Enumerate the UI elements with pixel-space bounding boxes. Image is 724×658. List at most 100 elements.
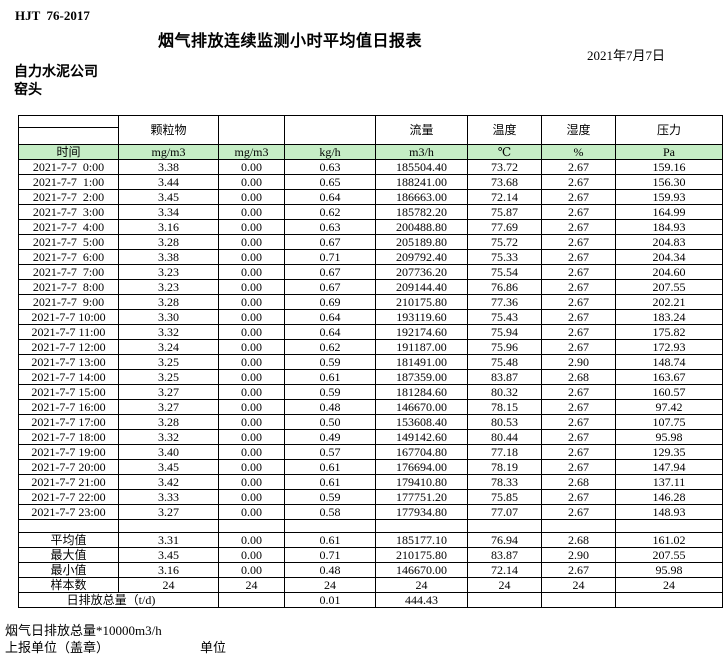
summary-row: 最小值 3.16 0.00 0.48 146670.00 72.14 2.67 95.98 [18,562,723,578]
value-cell: 156.30 [615,174,723,190]
summary-value: 0.00 [218,532,285,548]
value-cell: 209792.40 [375,249,468,265]
value-cell: 0.61 [284,474,376,490]
value-cell: 2.67 [541,249,616,265]
daily-total-empty [218,592,285,608]
value-cell: 187359.00 [375,369,468,385]
daily-total-label: 日排放总量（t/d) [18,592,219,608]
report-date: 2021年7月7日 [587,48,666,63]
group-header: 颗粒物 [118,115,219,145]
summary-value: 0.71 [284,547,376,563]
table-row: 2021-7-7 16:00 3.27 0.00 0.48 146670.00 78.15… [18,399,723,415]
value-cell: 0.00 [218,474,285,490]
time-cell: 2021-7-7 5:00 [18,234,119,250]
value-cell: 3.27 [118,384,219,400]
corner-cell-top [18,115,119,128]
value-cell: 3.40 [118,444,219,460]
table-row: 2021-7-7 17:00 3.28 0.00 0.50 153608.40 80.53… [18,414,723,430]
summary-value: 24 [284,577,376,593]
value-cell: 0.64 [284,309,376,325]
company-name: 自力水泥公司 [14,65,98,80]
value-cell: 0.67 [284,234,376,250]
value-cell: 2.67 [541,429,616,445]
value-cell: 153608.40 [375,414,468,430]
value-cell: 2.67 [541,399,616,415]
daily-total-empty [615,592,723,608]
value-cell: 149142.60 [375,429,468,445]
value-cell: 2.67 [541,159,616,175]
summary-label: 样本数 [18,577,119,593]
value-cell: 2.67 [541,264,616,280]
value-cell: 184.93 [615,219,723,235]
spacer-cell [118,519,219,533]
time-cell: 2021-7-7 12:00 [18,339,119,355]
value-cell: 2.67 [541,489,616,505]
summary-value: 3.16 [118,562,219,578]
value-cell: 185504.40 [375,159,468,175]
group-header-empty [284,115,376,145]
unit-header: m3/h [375,144,468,160]
value-cell: 77.36 [467,294,542,310]
value-cell: 192174.60 [375,324,468,340]
group-header: 流量 [375,115,468,145]
group-header: 温度 [467,115,542,145]
value-cell: 80.53 [467,414,542,430]
value-cell: 3.44 [118,174,219,190]
summary-value: 0.00 [218,547,285,563]
summary-label: 最小值 [18,562,119,578]
value-cell: 2.67 [541,414,616,430]
value-cell: 2.68 [541,369,616,385]
value-cell: 75.94 [467,324,542,340]
value-cell: 2.67 [541,309,616,325]
table-row: 2021-7-7 14:00 3.25 0.00 0.61 187359.00 83.87… [18,369,723,385]
spacer-cell [541,519,616,533]
time-cell: 2021-7-7 18:00 [18,429,119,445]
summary-value: 0.61 [284,532,376,548]
table-row: 2021-7-7 11:00 3.32 0.00 0.64 192174.60 75.94… [18,324,723,340]
value-cell: 202.21 [615,294,723,310]
value-cell: 73.68 [467,174,542,190]
summary-value: 0.00 [218,562,285,578]
value-cell: 2.67 [541,279,616,295]
spacer-cell [284,519,376,533]
summary-value: 2.68 [541,532,616,548]
summary-value: 76.94 [467,532,542,548]
value-cell: 0.00 [218,294,285,310]
value-cell: 209144.40 [375,279,468,295]
value-cell: 3.42 [118,474,219,490]
summary-row: 最大值 3.45 0.00 0.71 210175.80 83.87 2.90 207.55 [18,547,723,563]
value-cell: 146.28 [615,489,723,505]
spacer-cell [467,519,542,533]
value-cell: 0.63 [284,159,376,175]
summary-value: 24 [615,577,723,593]
value-cell: 163.67 [615,369,723,385]
time-cell: 2021-7-7 8:00 [18,279,119,295]
value-cell: 75.96 [467,339,542,355]
time-cell: 2021-7-7 23:00 [18,504,119,520]
value-cell: 3.27 [118,399,219,415]
value-cell: 0.00 [218,354,285,370]
report-table: 颗粒物 流量 温度 湿度 压力 时间 mg/m3 mg/m3 kg/h m3/h ℃% Pa 2021-… [18,115,723,608]
value-cell: 77.18 [467,444,542,460]
time-cell: 2021-7-7 1:00 [18,174,119,190]
unit-header: % [541,144,616,160]
page-title: 烟气排放连续监测小时平均值日报表 [158,33,423,50]
value-cell: 0.69 [284,294,376,310]
value-cell: 0.64 [284,324,376,340]
value-cell: 3.38 [118,249,219,265]
value-cell: 0.61 [284,369,376,385]
value-cell: 75.54 [467,264,542,280]
value-cell: 0.00 [218,444,285,460]
unit-label: 单位 [200,640,227,655]
value-cell: 0.49 [284,429,376,445]
value-cell: 179410.80 [375,474,468,490]
value-cell: 129.35 [615,444,723,460]
value-cell: 0.65 [284,174,376,190]
value-cell: 3.38 [118,159,219,175]
value-cell: 191187.00 [375,339,468,355]
value-cell: 0.00 [218,324,285,340]
table-row: 2021-7-7 8:00 3.23 0.00 0.67 209144.40 76.86 2… [18,279,723,295]
value-cell: 0.67 [284,264,376,280]
value-cell: 3.32 [118,429,219,445]
value-cell: 107.75 [615,414,723,430]
